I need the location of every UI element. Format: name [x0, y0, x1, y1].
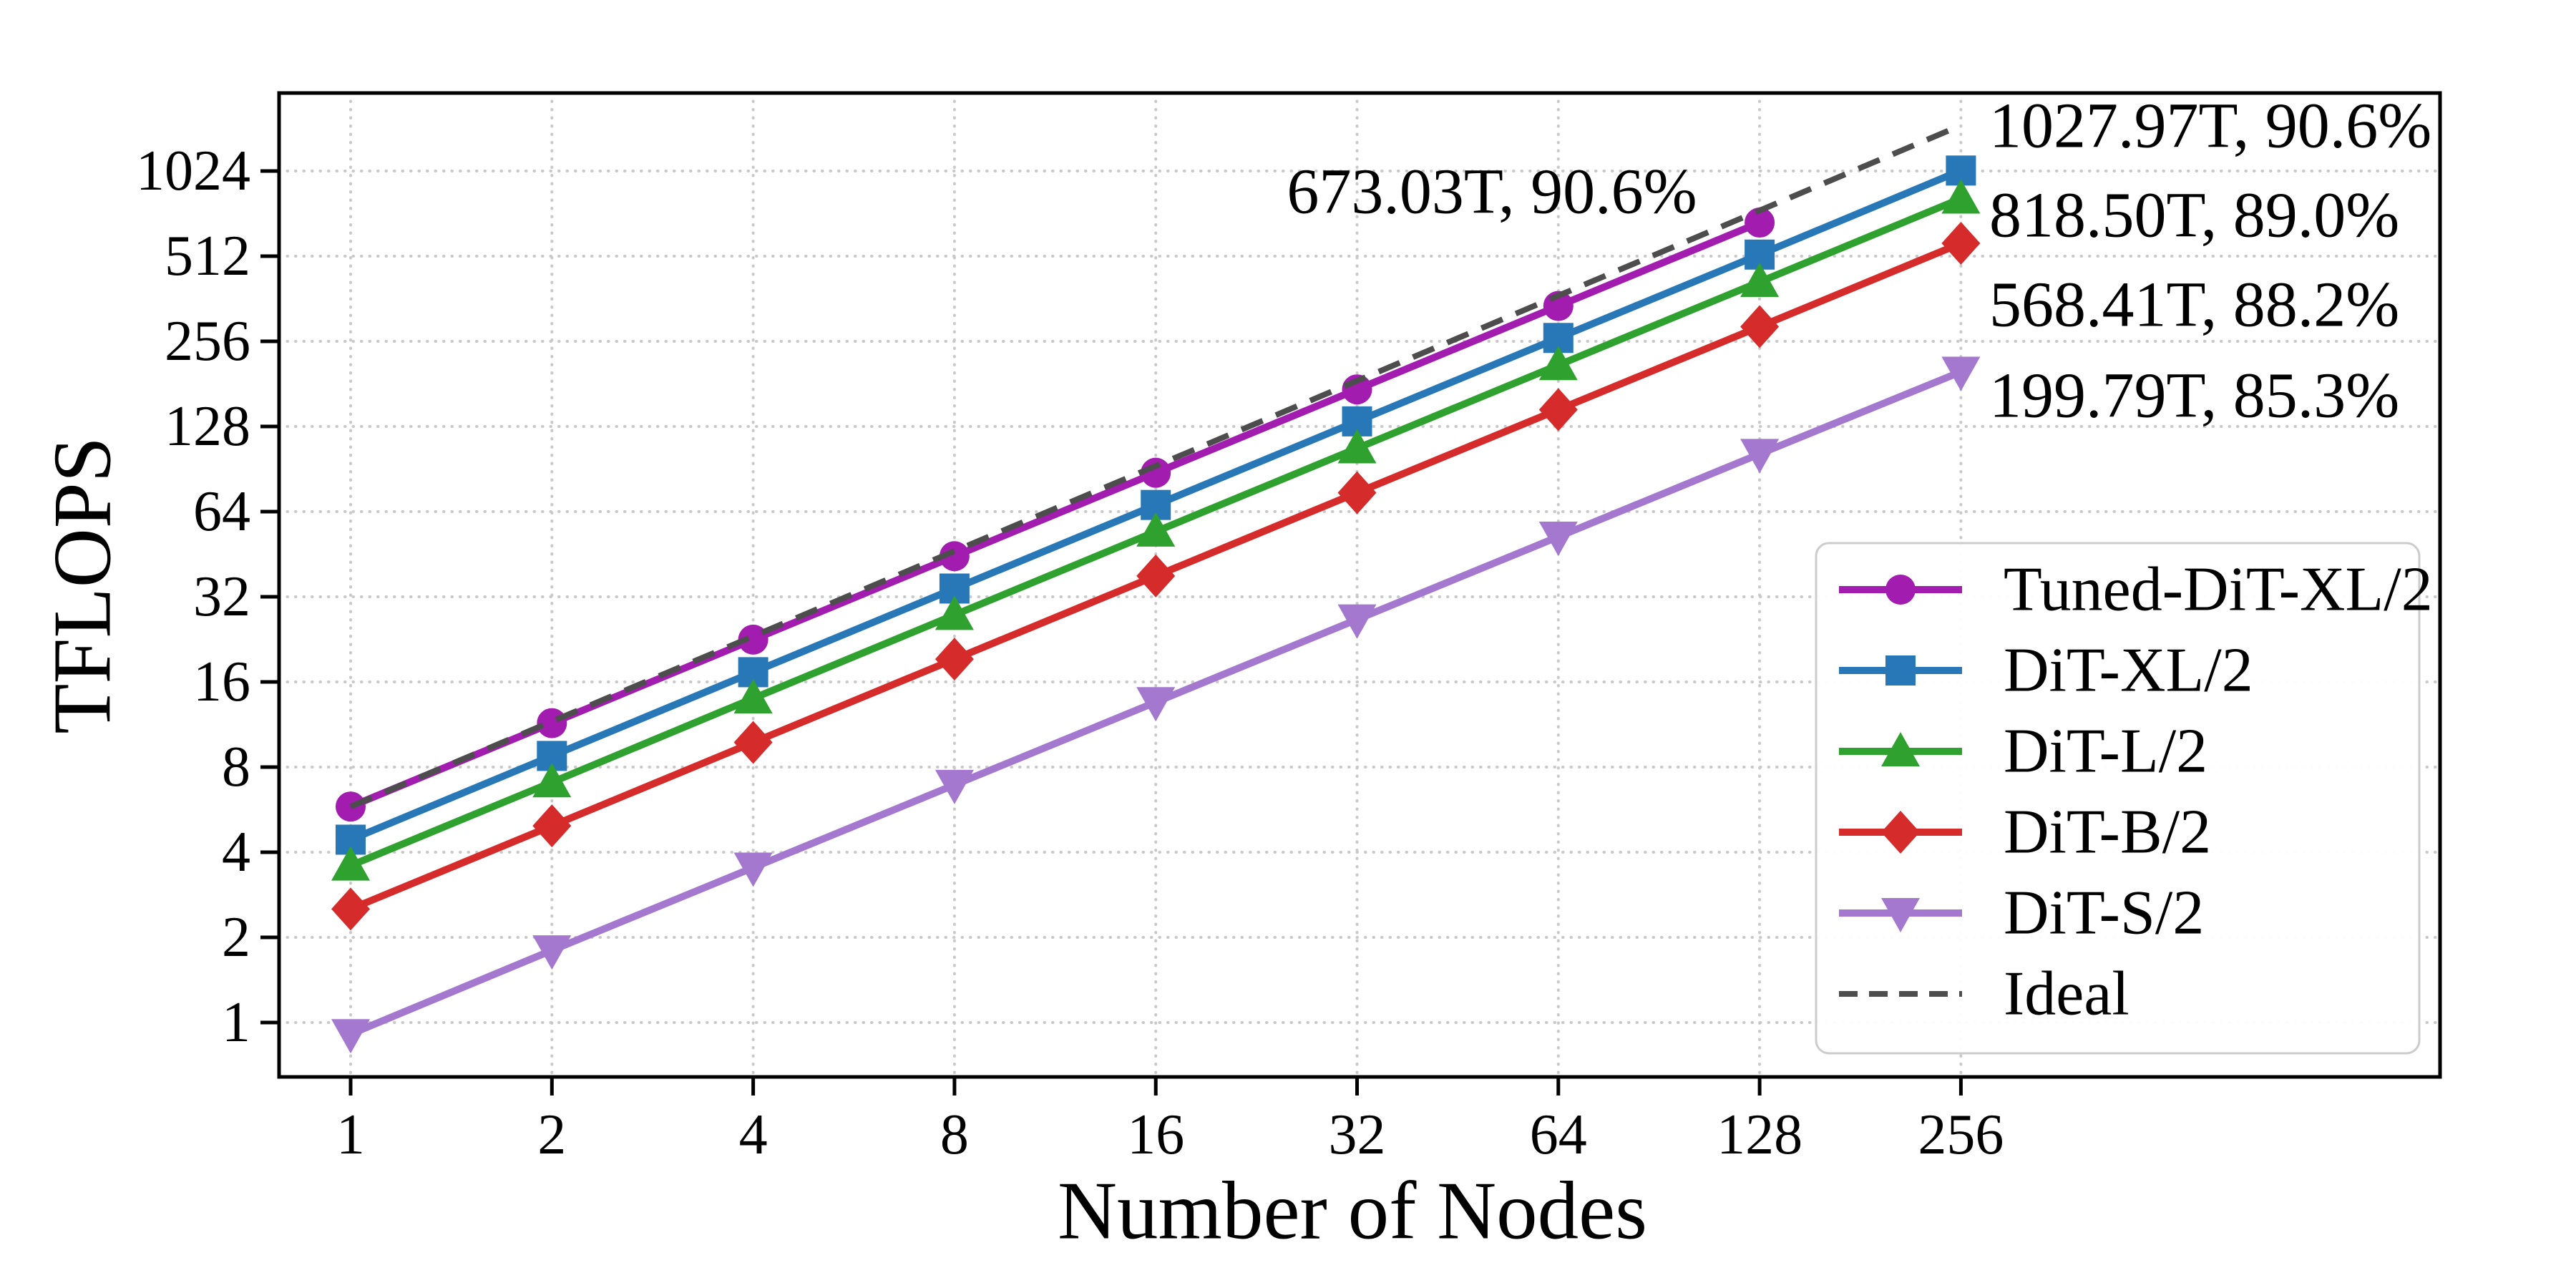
- series-marker-dit-s-2: [1136, 687, 1176, 722]
- y-tick-label: 1024: [136, 140, 250, 203]
- axes-spines: [277, 91, 2442, 1079]
- value-annotation: 568.41T, 88.2%: [1989, 270, 2399, 341]
- series-marker-dit-l-2: [1337, 429, 1377, 464]
- x-tick-label: 1: [336, 1103, 365, 1166]
- y-tick-label: 4: [222, 821, 250, 884]
- series-marker-tuned-dit-xl-2: [939, 541, 970, 572]
- series-marker-dit-b-2: [532, 804, 572, 848]
- series-marker-tuned-dit-xl-2: [336, 791, 366, 822]
- x-tick-label: 64: [1530, 1103, 1587, 1166]
- legend-label: DiT-B/2: [2004, 798, 2211, 867]
- series-marker-dit-s-2: [1740, 439, 1780, 474]
- series-marker-dit-l-2: [935, 595, 974, 630]
- series-marker-dit-b-2: [733, 721, 773, 764]
- legend-sample-marker: [1881, 811, 1920, 854]
- series-marker-dit-s-2: [1538, 522, 1578, 557]
- axis-ticks: [260, 169, 1963, 1096]
- series-marker-dit-s-2: [532, 935, 572, 970]
- y-tick-label: 64: [193, 480, 250, 543]
- legend-sample-marker: [1885, 655, 1916, 686]
- legend-label: DiT-XL/2: [2004, 636, 2253, 706]
- x-tick-label: 2: [537, 1103, 566, 1166]
- series-marker-dit-s-2: [331, 1019, 370, 1054]
- series-marker-dit-s-2: [1337, 604, 1377, 639]
- series-marker-dit-b-2: [1136, 554, 1176, 597]
- series-marker-tuned-dit-xl-2: [1141, 457, 1171, 488]
- y-tick-label: 128: [165, 395, 250, 458]
- x-tick-label: 128: [1717, 1103, 1802, 1166]
- x-tick-label: 32: [1329, 1103, 1386, 1166]
- value-annotation: 199.79T, 85.3%: [1989, 361, 2399, 431]
- series-marker-dit-b-2: [331, 887, 370, 931]
- legend-sample-marker: [1881, 898, 1920, 932]
- legend-label: Ideal: [2004, 960, 2129, 1029]
- series-marker-dit-l-2: [1136, 512, 1176, 547]
- series-marker-dit-b-2: [1337, 471, 1377, 514]
- legend-sample-marker: [1881, 732, 1920, 766]
- y-tick-label: 2: [222, 906, 250, 969]
- y-tick-label: 512: [165, 225, 250, 288]
- annotations: 673.03T, 90.6% 1027.97T, 90.6% 818.50T, 89…: [1287, 91, 2431, 431]
- series-marker-dit-l-2: [331, 846, 370, 881]
- legend-label: DiT-S/2: [2004, 879, 2204, 948]
- series-marker-dit-l-2: [1740, 262, 1780, 297]
- x-tick-label: 8: [940, 1103, 969, 1166]
- x-tick-label: 256: [1918, 1103, 2004, 1166]
- series-marker-dit-l-2: [1941, 179, 1981, 214]
- y-axis-title: TFLOPS: [37, 436, 128, 733]
- legend-label: DiT-L/2: [2004, 717, 2207, 786]
- axis-tick-labels: 1 2 4 8 16 32 64 128 256 1 2 4 8 16 32 64 128 256 512 1024: [136, 140, 2004, 1166]
- series-marker-tuned-dit-xl-2: [738, 624, 769, 655]
- legend-box: [1815, 542, 2421, 1055]
- x-tick-label: 16: [1127, 1103, 1184, 1166]
- value-annotation: 818.50T, 89.0%: [1989, 180, 2399, 251]
- x-tick-label: 4: [739, 1103, 768, 1166]
- legend-sample-marker: [1885, 575, 1916, 605]
- value-annotation: 673.03T, 90.6%: [1287, 157, 1697, 228]
- data-series: [331, 122, 1981, 1054]
- series-marker-dit-l-2: [733, 679, 773, 714]
- y-tick-label: 1: [222, 991, 250, 1054]
- series-marker-dit-s-2: [1941, 356, 1981, 391]
- y-tick-label: 16: [193, 650, 250, 713]
- series-marker-dit-b-2: [1941, 222, 1981, 265]
- series-line-tuned-dit-xl-2: [349, 219, 1762, 810]
- legend-label: Tuned-DiT-XL/2: [2004, 555, 2433, 625]
- value-annotation: 1027.97T, 90.6%: [1989, 91, 2431, 162]
- series-marker-dit-b-2: [1740, 305, 1780, 348]
- y-tick-label: 8: [222, 736, 250, 799]
- series-marker-dit-s-2: [935, 769, 974, 804]
- series-marker-dit-l-2: [532, 763, 572, 798]
- series-marker-dit-s-2: [733, 852, 773, 887]
- legend: Tuned-DiT-XL/2 DiT-XL/2 DiT-L/2 DiT-B/2 DiT-…: [1815, 542, 2433, 1055]
- series-marker-dit-b-2: [1538, 388, 1578, 431]
- plot-border: [277, 91, 2442, 1079]
- series-marker-tuned-dit-xl-2: [1745, 208, 1775, 238]
- y-tick-label: 256: [165, 310, 250, 373]
- x-axis-title: Number of Nodes: [1058, 1166, 1647, 1257]
- series-marker-dit-l-2: [1538, 346, 1578, 381]
- series-marker-dit-b-2: [935, 638, 974, 681]
- series-line-ideal: [349, 122, 1962, 809]
- y-tick-label: 32: [193, 565, 250, 628]
